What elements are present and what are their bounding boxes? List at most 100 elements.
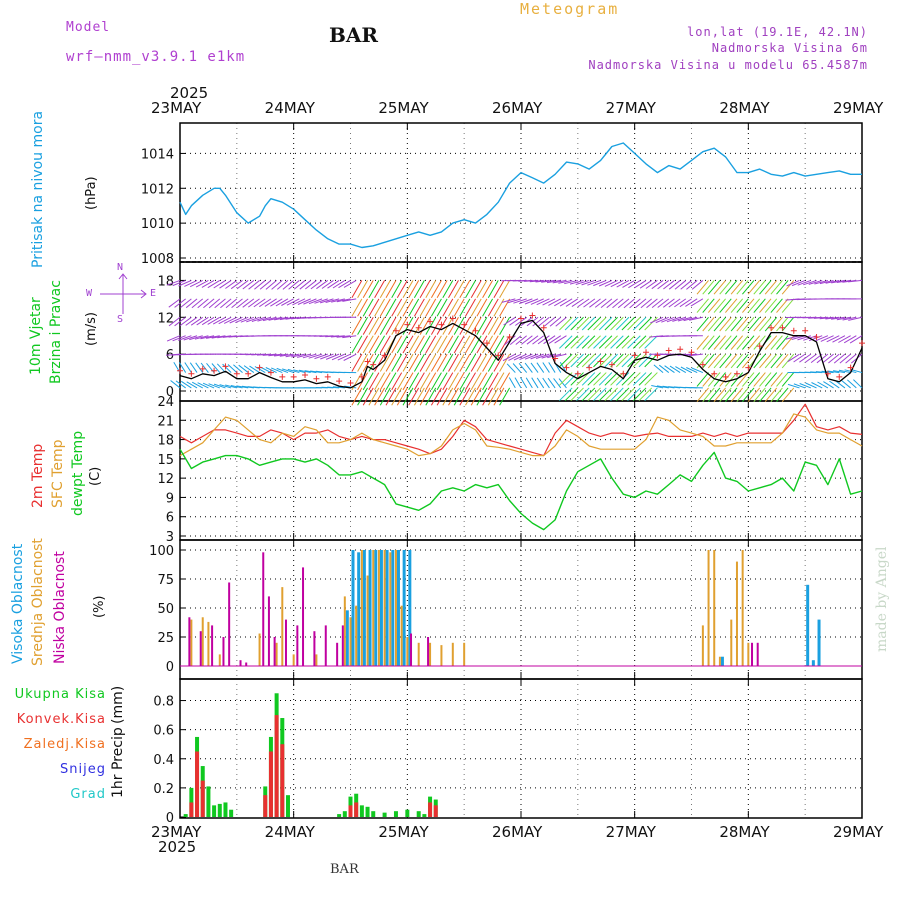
y-tick-label: 12	[157, 472, 174, 487]
wind-barb	[212, 316, 226, 325]
wind-barb	[819, 279, 834, 285]
wind-barb	[436, 317, 448, 335]
wind-barb	[581, 353, 596, 368]
wind-barb	[253, 298, 266, 308]
cloud-bar	[400, 605, 403, 666]
wind-barb	[587, 335, 601, 349]
date-tick-label: 25MAY	[378, 823, 429, 841]
wind-barb	[482, 317, 494, 335]
cloud-bar	[730, 619, 733, 666]
wind-gust-marker	[392, 327, 399, 334]
wind-barb	[493, 387, 505, 406]
wind-barb	[178, 279, 192, 287]
wind-gust-marker	[711, 370, 718, 377]
wind-gust-marker	[608, 361, 615, 368]
wind-barb	[385, 280, 397, 298]
wind-speed-line	[179, 319, 863, 389]
wind-barb	[330, 335, 345, 338]
wind-barb	[408, 335, 420, 354]
wind-barb	[391, 353, 403, 372]
wind-gust-marker	[552, 355, 559, 362]
wind-barb	[298, 369, 311, 374]
wind-barb	[638, 316, 653, 331]
wind-barb	[243, 365, 255, 373]
y-tick-label: 1012	[141, 182, 174, 197]
wind-barb	[374, 298, 386, 317]
wind-barb	[166, 335, 181, 342]
model-elevation: Nadmorska Visina u modelu 65.4587m	[588, 58, 868, 72]
wind-barb	[747, 280, 761, 295]
wind-barb	[548, 335, 562, 344]
cloud-bar	[379, 550, 383, 666]
wind-barb	[548, 298, 562, 306]
wind-barb	[570, 316, 584, 331]
wind-barb	[184, 362, 192, 373]
wind-barb	[719, 335, 732, 350]
wind-barb	[465, 317, 476, 335]
wind-barb	[189, 362, 198, 373]
wind-barb	[702, 335, 715, 350]
wind-barb	[288, 280, 300, 290]
wind-barb	[713, 387, 726, 403]
wind-barb	[776, 335, 789, 350]
wind-barb	[604, 335, 618, 349]
legend-hail: Grad	[70, 787, 106, 802]
wind-barb	[229, 316, 243, 324]
wind-barb	[713, 353, 726, 369]
wind-barb	[553, 378, 562, 389]
wind-barb	[638, 387, 653, 402]
wind-barb	[696, 280, 709, 295]
wind-barb	[638, 335, 653, 349]
wind-barb	[396, 298, 408, 317]
cloud-bar	[463, 642, 466, 666]
wind-barb	[696, 372, 709, 387]
wind-barb	[442, 372, 454, 391]
wind-barb	[638, 372, 653, 386]
wind-barb	[564, 279, 578, 285]
wind-barb	[507, 298, 522, 304]
wind-barb	[487, 298, 499, 317]
wind-barb	[476, 298, 488, 317]
wind-barb	[325, 298, 340, 303]
wind-gust-marker	[495, 352, 502, 359]
cloud-bar	[747, 642, 750, 666]
wind-barb	[240, 316, 255, 323]
wind-barb	[742, 372, 755, 387]
wind-barb	[598, 353, 613, 368]
wind-barb	[552, 279, 567, 284]
wind-barb	[538, 316, 550, 327]
wind-barb	[327, 386, 340, 389]
wind-barb	[251, 316, 266, 322]
wind-barb	[225, 384, 237, 389]
wind-barb	[285, 316, 300, 320]
wind-barb	[827, 370, 840, 374]
wind-gust-marker	[222, 363, 229, 370]
wind-barb	[470, 353, 482, 372]
wind-barb	[514, 377, 522, 389]
compass-n: N	[117, 262, 124, 273]
wind-barb	[587, 279, 601, 286]
wind-barb	[293, 369, 306, 374]
y-tick-label: 3	[166, 530, 174, 545]
wind-barb	[832, 335, 846, 343]
wind-barb	[459, 280, 471, 298]
wind-barb	[502, 353, 516, 362]
wind-barb	[707, 372, 721, 387]
wind-barb	[275, 298, 289, 307]
wind-barb	[816, 353, 829, 364]
wind-barb	[499, 298, 511, 317]
wind-barb	[691, 367, 704, 374]
wind-barb	[627, 335, 641, 349]
wind-barb	[225, 280, 238, 289]
model-name: wrf—nmm_v3.9.1 e1km	[66, 49, 246, 65]
wind-barb	[559, 298, 573, 307]
wind-barb	[470, 335, 482, 354]
compass-e: E	[150, 288, 157, 299]
wind-barb	[536, 298, 550, 306]
wind-barb	[408, 372, 420, 391]
wind-gust-marker	[404, 321, 411, 328]
wind-barb	[304, 370, 317, 374]
wind-barb	[554, 298, 567, 307]
wind-barb	[402, 280, 414, 298]
wind-barb	[303, 298, 317, 305]
